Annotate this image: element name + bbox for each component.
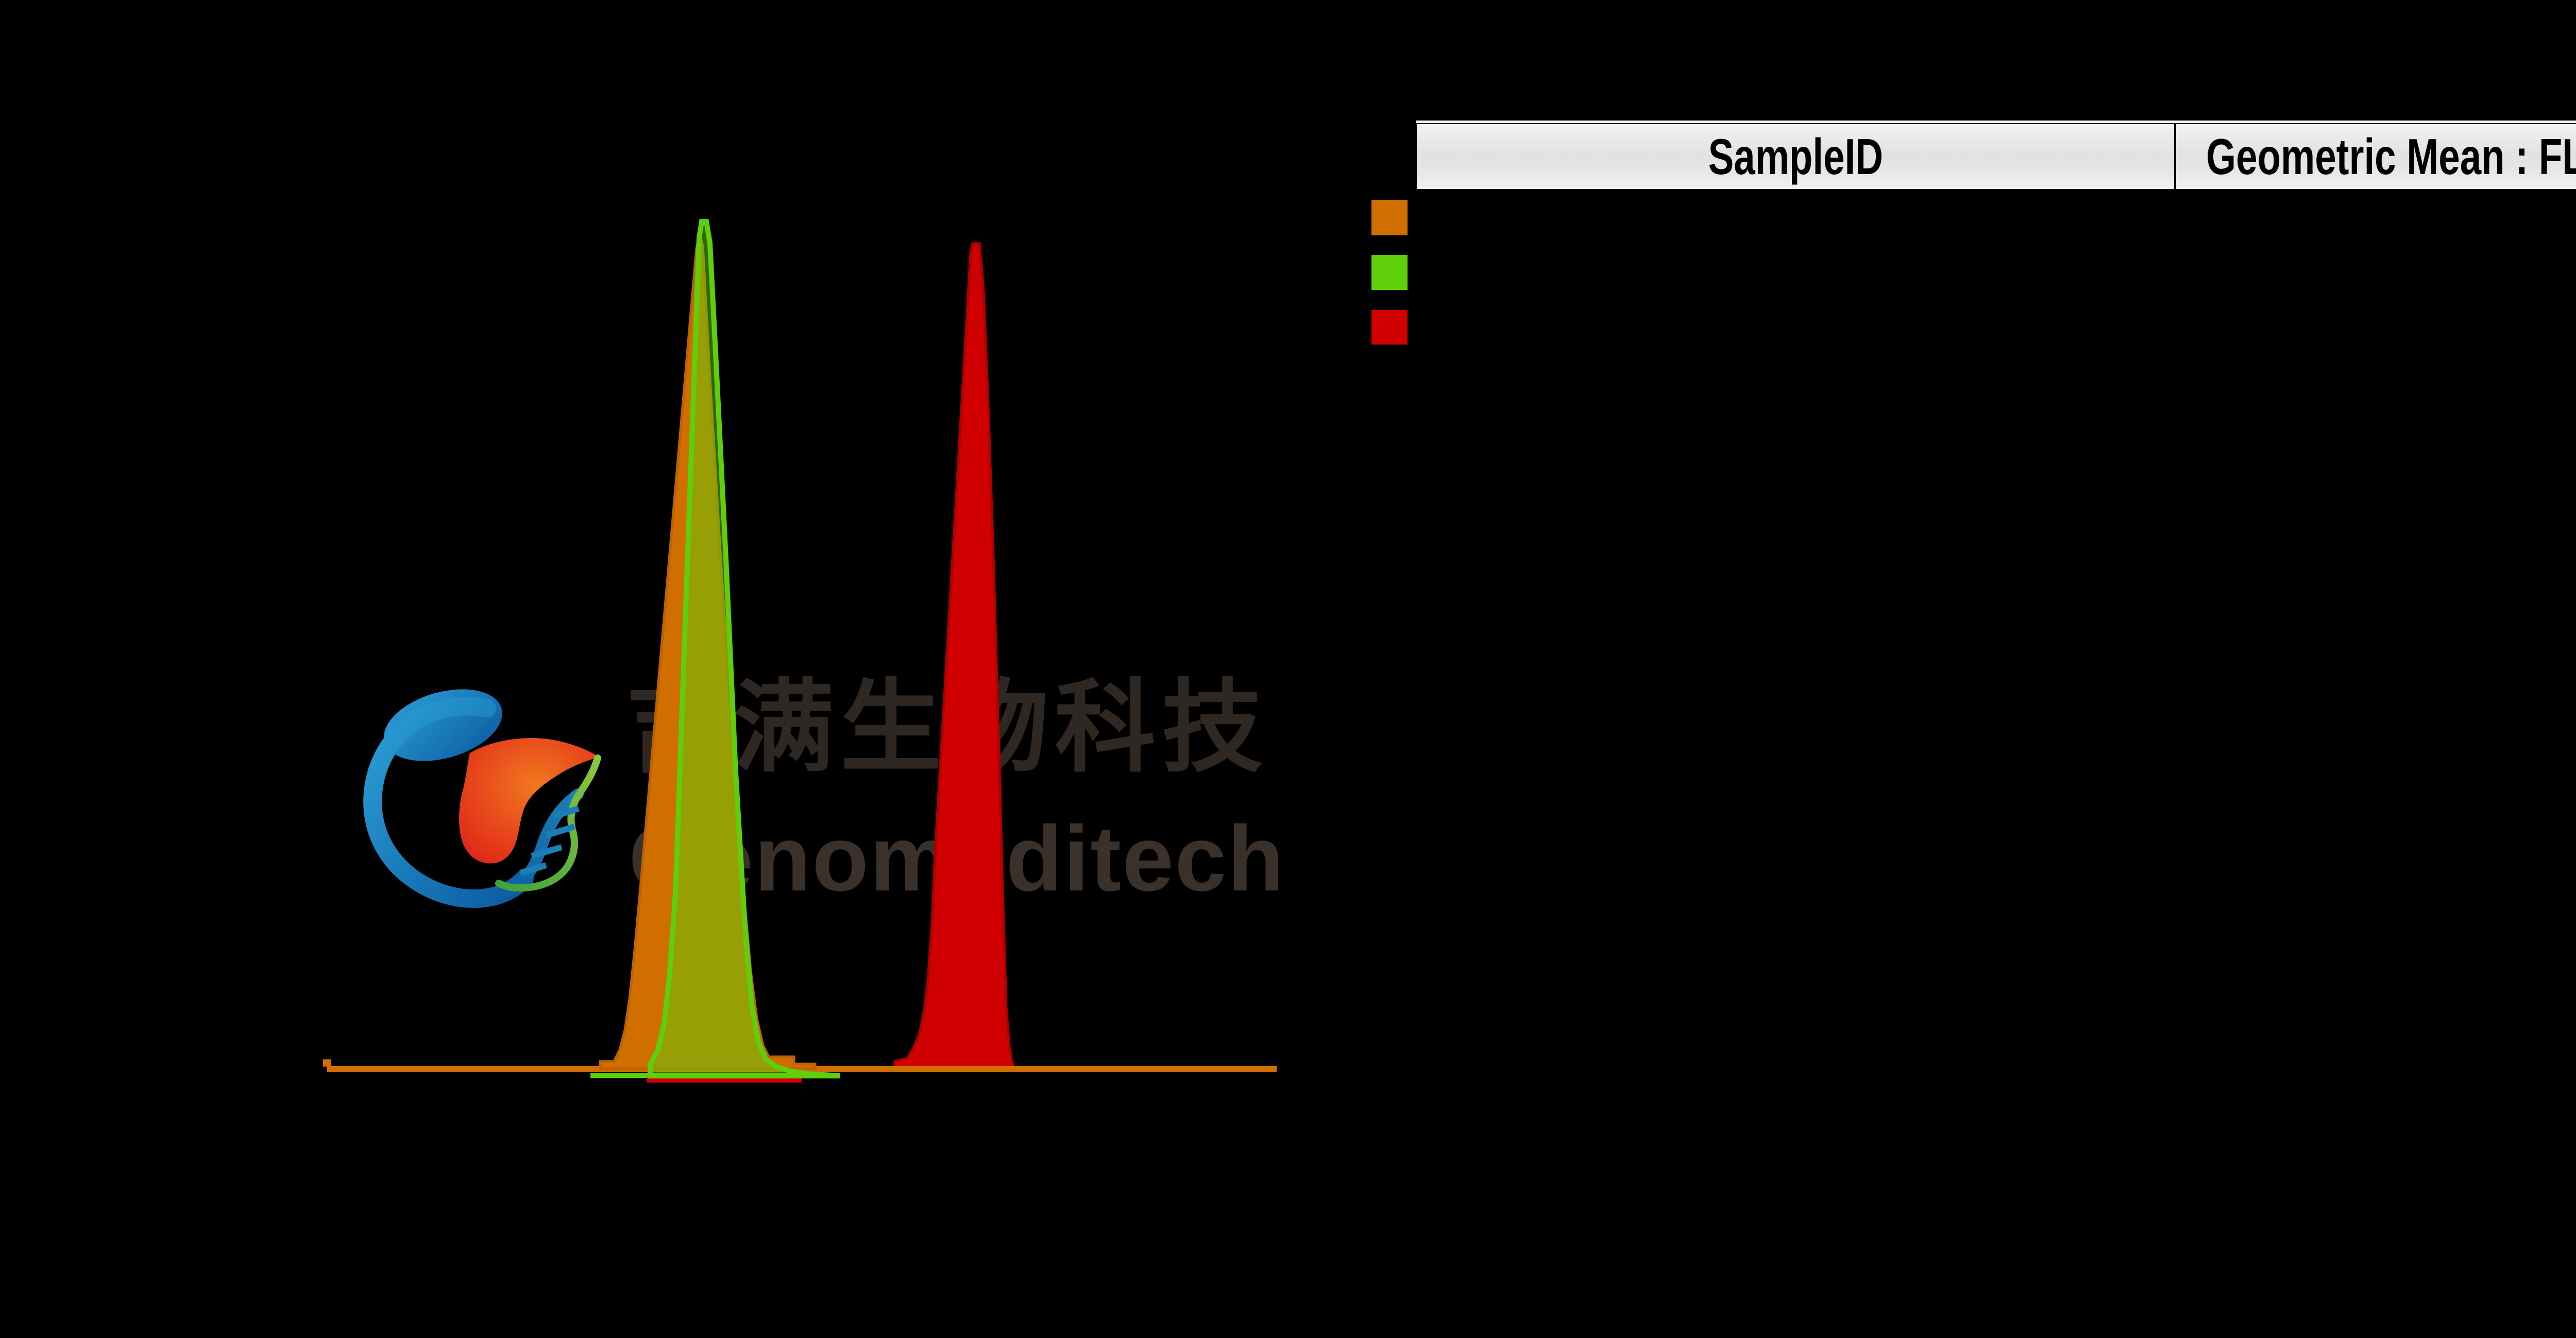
sample-green-peak: [648, 219, 840, 1078]
sample-orange-start-tick: [323, 1059, 331, 1067]
logo-flame: [459, 738, 599, 864]
column-header-geomean-label: Geometric Mean : FL11-H: [2206, 128, 2576, 185]
table-top-border: [1416, 121, 2576, 123]
sample-1-swatch: [1371, 200, 1408, 235]
column-divider: [2174, 124, 2176, 189]
logo-green-strand: [495, 754, 601, 892]
column-header-sampleid-label: SampleID: [1708, 128, 1883, 185]
sample-3-swatch: [1371, 310, 1408, 345]
genomeditech-logo-icon: [363, 689, 601, 908]
sample-2-swatch: [1371, 255, 1408, 290]
logo-blue-swoosh: [363, 697, 534, 908]
stats-table-header: SampleID Geometric Mean : FL11-H: [1417, 124, 2576, 189]
logo-dna-rungs: [519, 805, 580, 876]
sample-red-peak: [893, 242, 1015, 1070]
column-header-sampleid: SampleID: [1417, 124, 2174, 189]
logo-blue-strand: [498, 788, 584, 897]
column-header-geomean: Geometric Mean : FL11-H: [2176, 124, 2576, 189]
sample-red-baseline: [647, 1077, 802, 1083]
